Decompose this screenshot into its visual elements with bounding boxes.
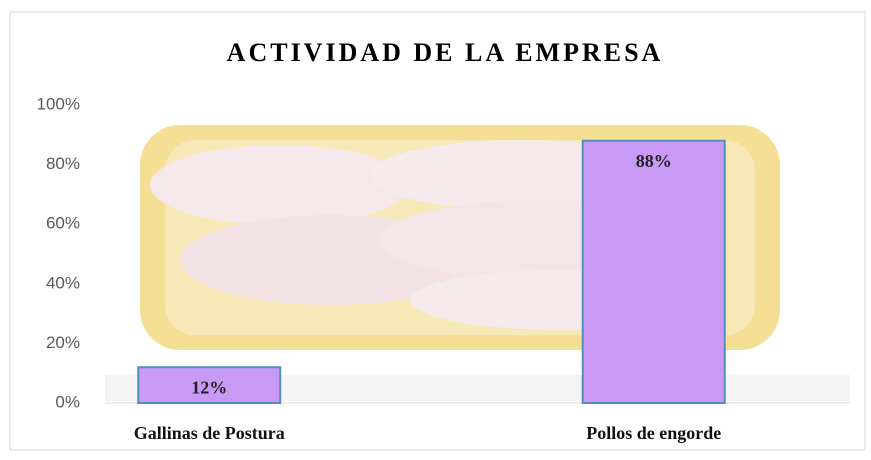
y-tick-label: 0% [55,392,80,411]
bar [137,366,282,404]
chart-title: ACTIVIDAD DE LA EMPRESA [227,38,664,67]
bar [581,139,726,404]
x-tick-label: Gallinas de Postura [134,423,285,443]
x-tick-label: Pollos de engorde [586,423,721,443]
meat [150,145,410,225]
y-tick-label: 40% [46,273,80,292]
y-tick-label: 60% [46,214,80,233]
value-label: 12% [191,377,227,397]
y-tick-label: 80% [46,154,80,173]
value-label: 88% [636,151,672,171]
y-tick-label: 20% [46,333,80,352]
y-tick-label: 100% [37,94,80,113]
